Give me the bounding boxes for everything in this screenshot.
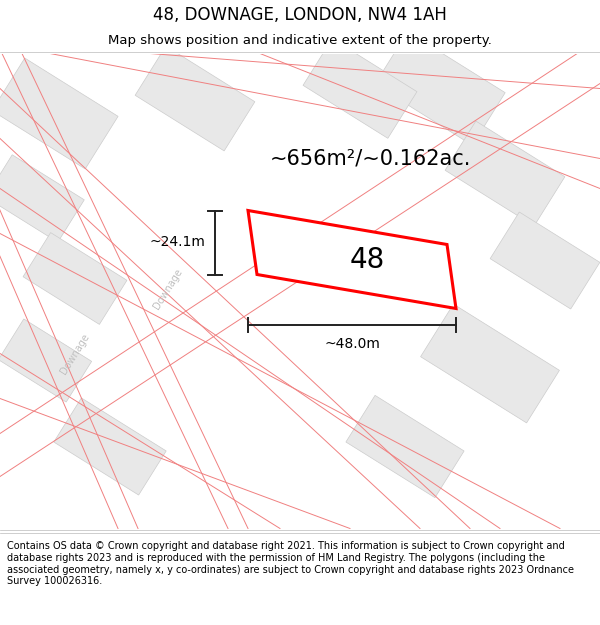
Text: 48, DOWNAGE, LONDON, NW4 1AH: 48, DOWNAGE, LONDON, NW4 1AH bbox=[153, 6, 447, 24]
Polygon shape bbox=[346, 396, 464, 498]
Text: ~656m²/~0.162ac.: ~656m²/~0.162ac. bbox=[269, 149, 470, 169]
Polygon shape bbox=[135, 46, 255, 151]
Text: 48: 48 bbox=[349, 246, 385, 274]
Polygon shape bbox=[375, 32, 505, 145]
Polygon shape bbox=[490, 212, 600, 309]
Text: Downage: Downage bbox=[152, 266, 184, 311]
Polygon shape bbox=[445, 121, 565, 226]
Text: Map shows position and indicative extent of the property.: Map shows position and indicative extent… bbox=[108, 34, 492, 47]
Polygon shape bbox=[248, 211, 456, 309]
Polygon shape bbox=[303, 39, 417, 138]
Polygon shape bbox=[421, 304, 559, 423]
Text: ~48.0m: ~48.0m bbox=[324, 336, 380, 351]
Polygon shape bbox=[23, 232, 127, 324]
Polygon shape bbox=[0, 319, 92, 402]
Text: Downage: Downage bbox=[59, 331, 91, 376]
Text: Contains OS data © Crown copyright and database right 2021. This information is : Contains OS data © Crown copyright and d… bbox=[7, 541, 574, 586]
Text: ~24.1m: ~24.1m bbox=[149, 236, 205, 249]
Polygon shape bbox=[0, 155, 84, 242]
Polygon shape bbox=[0, 58, 118, 169]
Polygon shape bbox=[54, 398, 166, 495]
